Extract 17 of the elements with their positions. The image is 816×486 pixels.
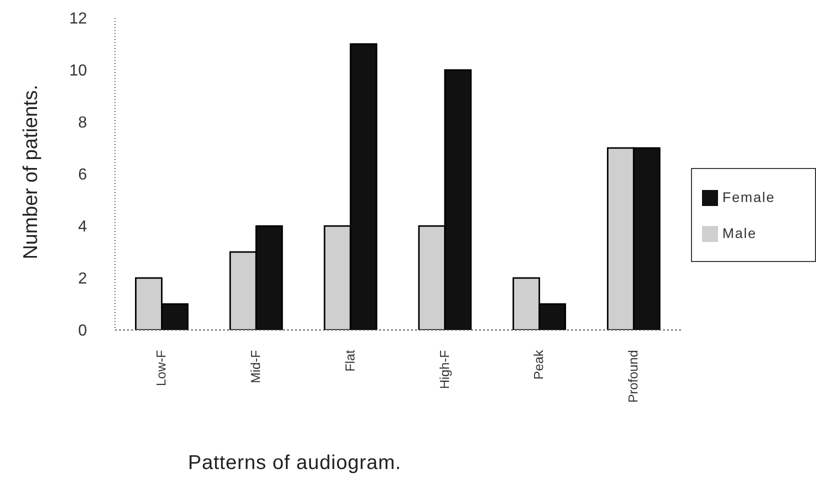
x-tick-label: Low-F [154, 350, 169, 386]
y-tick-label: 0 [78, 322, 88, 340]
x-tick-label: Peak [531, 350, 546, 380]
x-tick-label: Mid-F [248, 350, 264, 384]
y-axis-title: Number of patients. [20, 84, 43, 260]
y-tick-label: 8 [78, 114, 88, 132]
y-tick-label: 4 [78, 218, 88, 236]
legend-label: Male [722, 225, 757, 241]
x-tick-label: High-F [436, 350, 452, 390]
x-axis-title: Patterns of audiogram. [188, 452, 402, 475]
legend-label: Female [722, 189, 775, 205]
y-tick-label: 12 [69, 10, 88, 28]
y-tick-label: 6 [78, 166, 88, 184]
x-tick-label: Profound [626, 350, 641, 403]
y-tick-label: 10 [69, 62, 88, 80]
x-tick-label: Flat [342, 350, 358, 372]
y-tick-label: 2 [78, 270, 88, 288]
